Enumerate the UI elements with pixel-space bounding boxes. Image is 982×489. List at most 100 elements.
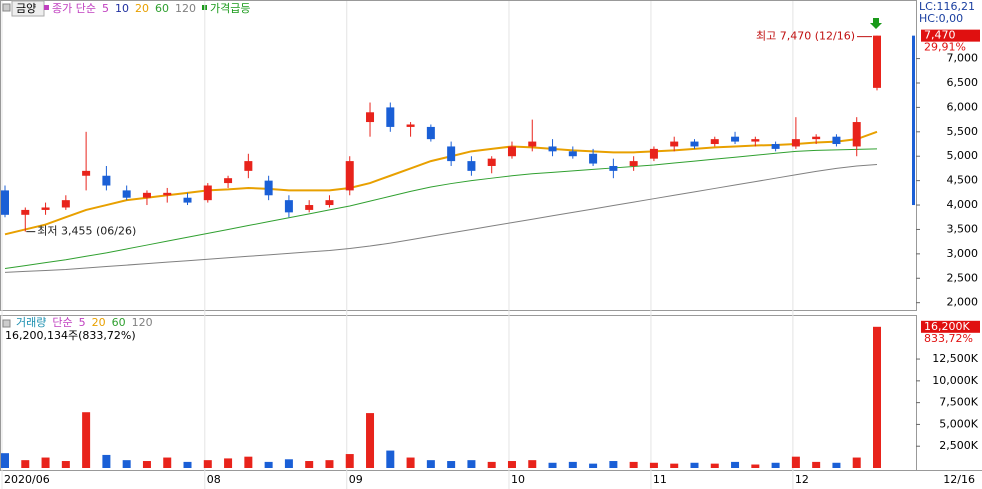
volume-bar: [82, 412, 91, 468]
volume-bar: [507, 461, 516, 468]
candle-body: [366, 112, 375, 123]
y-tick-label: 2,500: [947, 271, 979, 284]
y-tick-label: 4,500: [947, 174, 979, 187]
legend-entry: 120: [175, 2, 196, 15]
candle-body: [589, 153, 598, 164]
y-tick-label: 3,000: [947, 247, 979, 260]
candle-body: [447, 146, 456, 162]
x-tick-label: 10: [511, 473, 525, 486]
volume-bar: [284, 459, 293, 468]
price-panel: [0, 0, 917, 311]
candle-body: [284, 200, 293, 213]
volume-bar: [102, 454, 111, 468]
y-tick-label: 5,000: [947, 149, 979, 162]
volume-bar: [122, 460, 131, 468]
volume-bar: [386, 450, 395, 468]
candle-body: [61, 200, 70, 208]
legend-icon: [44, 5, 49, 10]
x-tick-label: 2020/06: [4, 473, 50, 486]
candle-body: [122, 190, 131, 198]
icon: [2, 3, 11, 12]
volume-bar: [142, 461, 151, 468]
volume-title: 거래량: [16, 316, 46, 329]
legend-entry: 60: [112, 316, 126, 329]
y-tick-label: 5,500: [947, 125, 979, 138]
candle-body: [873, 35, 881, 88]
candle-body: [507, 146, 516, 157]
y-tick-label: 6,500: [947, 76, 979, 89]
candle-body: [142, 192, 151, 198]
candle-body: [670, 141, 679, 147]
candle-body: [690, 141, 699, 147]
candle-body: [487, 158, 496, 166]
candle-body: [548, 146, 557, 152]
candle-body: [832, 136, 841, 145]
current-label: 16,200K: [924, 320, 970, 333]
current-box: [921, 320, 980, 333]
volume-info: 16,200,134주(833,72%): [5, 329, 136, 342]
x-tick-label: 11: [653, 473, 667, 486]
y-tick-label: 7,500K: [939, 396, 978, 409]
volume-bar: [41, 457, 50, 468]
y-tick-label: 2,000: [947, 296, 979, 309]
current-box: [921, 29, 980, 42]
volume-bar: [305, 461, 314, 468]
volume-bar: [771, 462, 780, 468]
volume-bar: [852, 457, 861, 468]
volume-bar: [568, 461, 577, 468]
candle-body: [82, 170, 91, 176]
volume-bar: [589, 463, 598, 468]
candle-body: [629, 161, 638, 166]
volume-bar: [670, 463, 679, 468]
stock-name: 금양: [16, 2, 36, 15]
volume-bar: [791, 456, 800, 468]
candle-body: [710, 139, 719, 145]
signal-arrow: [870, 18, 882, 29]
candle-body: [163, 192, 172, 196]
y-tick-label: 2,500K: [939, 439, 978, 452]
volume-bar: [751, 464, 760, 468]
candle-body: [731, 136, 740, 142]
volume-bar: [447, 461, 456, 468]
candle-body: [467, 161, 476, 171]
volume-bar: [366, 413, 375, 468]
legend-entry: 5: [79, 316, 86, 329]
volume-bar: [873, 326, 881, 468]
icon: [2, 319, 11, 328]
candle-body: [406, 124, 415, 127]
candle-body: [305, 205, 314, 210]
candle-body: [649, 148, 658, 159]
y-tick-label: 6,000: [947, 100, 979, 113]
legend-entry: 120: [132, 316, 153, 329]
volume-bar: [710, 463, 719, 468]
volume-bar: [1, 453, 9, 468]
volume-bar: [731, 461, 740, 468]
volume-bar: [832, 462, 841, 468]
candle-body: [345, 161, 354, 191]
candle-body: [791, 139, 800, 147]
volume-bar: [163, 457, 172, 468]
candle-body: [41, 207, 50, 210]
legend-entry: 60: [155, 2, 169, 15]
candle-body: [264, 180, 273, 196]
legend-entry: 20: [92, 316, 106, 329]
volume-bar: [183, 461, 192, 468]
candle-body: [609, 165, 618, 171]
volume-bar: [224, 458, 233, 468]
volume-bar: [487, 461, 496, 468]
x-tick-label: 12: [795, 473, 809, 486]
legend-entry: 5: [102, 2, 109, 15]
volume-bar: [812, 461, 821, 468]
y-tick-label: 3,500: [947, 222, 979, 235]
candle-body: [183, 197, 192, 203]
candle-body: [386, 107, 395, 127]
x-tick-label: 08: [207, 473, 221, 486]
volume-bar: [244, 456, 253, 468]
volume-bar: [609, 461, 618, 468]
legend-label: 단순: [52, 316, 72, 329]
candle-body: [21, 209, 30, 215]
volume-bar: [629, 461, 638, 468]
annotation: 최고 7,470 (12/16): [756, 30, 855, 43]
